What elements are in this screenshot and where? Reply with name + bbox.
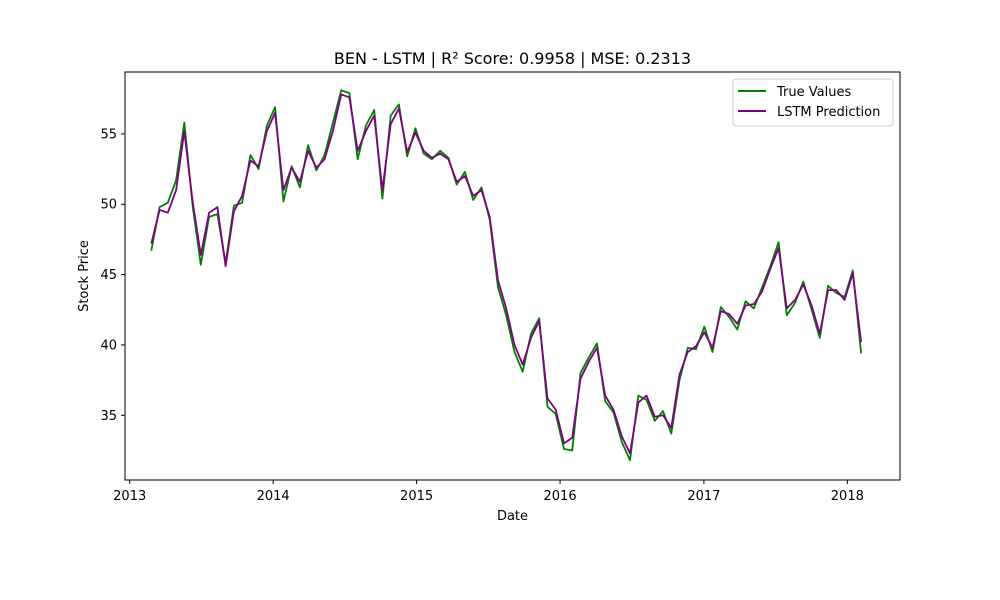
y-axis-label: Stock Price (77, 240, 92, 312)
x-tick-label: 2016 (544, 489, 577, 504)
y-tick-label: 40 (100, 338, 117, 353)
plot-frame (124, 71, 901, 481)
y-tick-label: 45 (100, 268, 117, 283)
x-tick-label: 2017 (687, 489, 720, 504)
x-tick-label: 2018 (831, 489, 864, 504)
x-tick-label: 2013 (113, 489, 146, 504)
x-tick-label: 2015 (400, 489, 433, 504)
legend-label: LSTM Prediction (777, 105, 880, 120)
legend-box (732, 78, 894, 127)
y-tick-label: 55 (100, 127, 117, 142)
x-tick-label: 2014 (257, 489, 290, 504)
y-tick-label: 50 (100, 198, 117, 213)
x-axis-label: Date (497, 509, 528, 524)
chart-title: BEN - LSTM | R² Score: 0.9958 | MSE: 0.2… (334, 49, 691, 68)
x-axis: 2013 2014 2015 2016 2017 2018 (113, 480, 864, 504)
series-line-lstm-prediction (150, 93, 862, 455)
legend: True Values LSTM Prediction (732, 78, 894, 127)
y-axis: 35 40 45 50 55 (100, 127, 125, 424)
y-tick-label: 35 (100, 409, 117, 424)
legend-label: True Values (776, 85, 851, 100)
series-group (150, 89, 862, 462)
